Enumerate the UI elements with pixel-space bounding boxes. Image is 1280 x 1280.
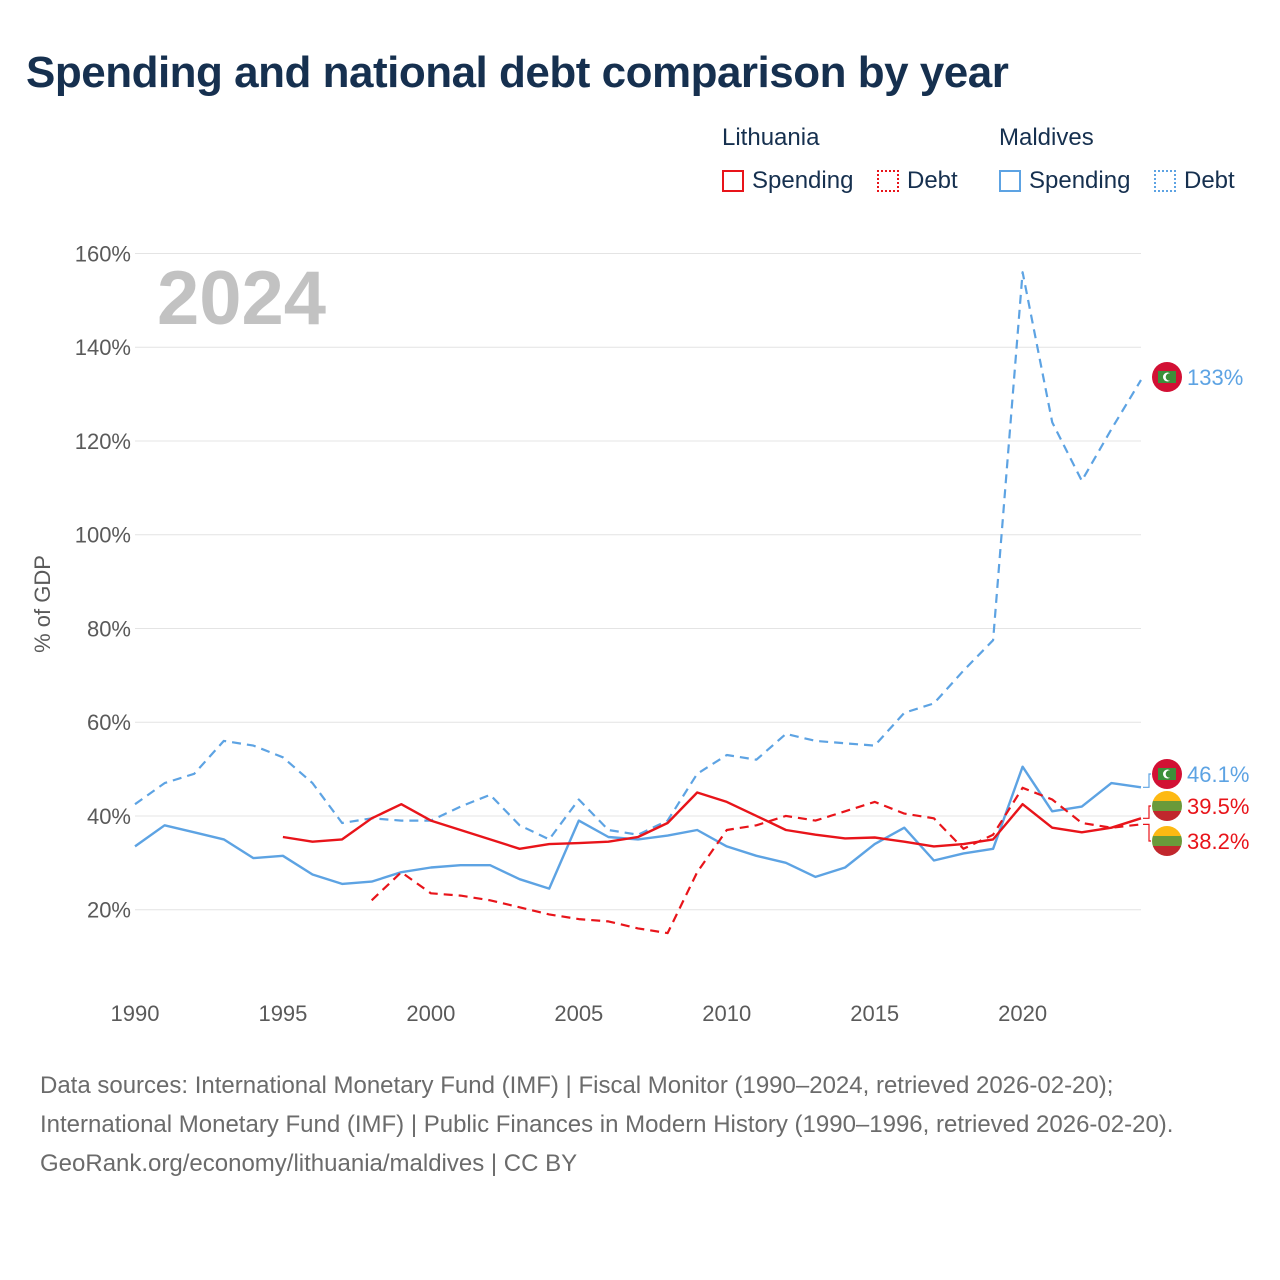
legend-lithuania-debt[interactable]: Debt [877, 166, 958, 196]
legend-label: Spending [752, 167, 854, 194]
end-label-lithuania-spending: 39.5% [1143, 791, 1249, 821]
flag-stripe-red [1152, 846, 1182, 856]
series-line-lithuania-spending[interactable] [282, 791, 1142, 850]
footer-credit[interactable]: GeoRank.org/economy/lithuania/maldives |… [40, 1150, 578, 1177]
legend-label: Debt [1184, 167, 1235, 194]
y-axis-label: % of GDP [30, 555, 55, 653]
lithuania-flag-icon [1152, 826, 1182, 856]
flag-stripe-green [1152, 801, 1182, 811]
end-value-label: 39.5% [1187, 794, 1249, 819]
legend-maldives-spending[interactable]: Spending [999, 166, 1130, 196]
y-tick-label: 60% [87, 710, 131, 735]
end-value-label: 38.2% [1187, 829, 1249, 854]
y-tick-label: 120% [75, 429, 131, 454]
flag-stripe-yellow [1152, 826, 1182, 836]
footer: Data sources: International Monetary Fun… [40, 1066, 1240, 1183]
x-tick-label: 2000 [406, 1001, 455, 1026]
legend-label: Debt [907, 167, 958, 194]
grid-layer [135, 252, 1141, 911]
leader-line [1143, 805, 1151, 819]
y-tick-label: 20% [87, 898, 131, 923]
line-chart: 20% 40% 60% 80% 100% 120% 140% 160% 1990 1995 2000… [30, 241, 1249, 1026]
legend-swatch-lithuania-debt [877, 170, 899, 192]
x-tick-label: 2015 [850, 1001, 899, 1026]
flag-stripe-green [1152, 836, 1182, 846]
crescent-cut [1165, 770, 1174, 778]
legend-swatch-maldives-spending [999, 170, 1021, 192]
flag-stripe-yellow [1152, 791, 1182, 801]
end-label-lithuania-debt: 38.2% [1143, 823, 1249, 856]
year-watermark: 2024 [157, 256, 326, 341]
y-tick-label: 100% [75, 523, 131, 548]
x-tick-label: 1990 [111, 1001, 160, 1026]
y-tick-label: 160% [75, 241, 131, 266]
leader-line [1143, 823, 1151, 842]
series-line-maldives-debt[interactable] [134, 271, 1142, 841]
crescent-cut [1165, 373, 1174, 381]
legend-swatch-lithuania-spending [722, 170, 744, 192]
leader-line [1143, 773, 1151, 788]
end-value-label: 46.1% [1187, 762, 1249, 787]
x-tick-label: 2005 [554, 1001, 603, 1026]
legend-group-maldives: Maldives [999, 124, 1094, 151]
flag-stripe-red [1152, 811, 1182, 821]
legend-maldives-debt[interactable]: Debt [1154, 166, 1235, 196]
legend-group-lithuania: Lithuania [722, 124, 820, 151]
series-line-maldives-spending[interactable] [134, 765, 1142, 890]
x-tick-label: 1995 [258, 1001, 307, 1026]
end-label-maldives-debt: 133% [1152, 362, 1243, 392]
legend-lithuania-spending[interactable]: Spending [722, 166, 853, 196]
y-tick-label: 40% [87, 804, 131, 829]
end-label-maldives-spending: 46.1% [1143, 759, 1249, 789]
series-line-lithuania-debt[interactable] [370, 786, 1142, 935]
legend-label: Spending [1029, 167, 1131, 194]
lithuania-flag-icon [1152, 791, 1182, 821]
series-layer [134, 271, 1142, 935]
x-tick-label: 2010 [702, 1001, 751, 1026]
chart-title: Spending and national debt comparison by… [26, 48, 1009, 97]
x-tick-label: 2020 [998, 1001, 1047, 1026]
legend-swatch-maldives-debt [1154, 170, 1176, 192]
end-label-layer: 133% 46.1% 39.5% 38.2% [1143, 362, 1249, 856]
end-value-label: 133% [1187, 365, 1243, 390]
y-tick-label: 140% [75, 335, 131, 360]
footer-sources: Data sources: International Monetary Fun… [40, 1072, 1174, 1138]
axis-layer: 20% 40% 60% 80% 100% 120% 140% 160% 1990 1995 2000… [75, 241, 1047, 1026]
y-tick-label: 80% [87, 616, 131, 641]
